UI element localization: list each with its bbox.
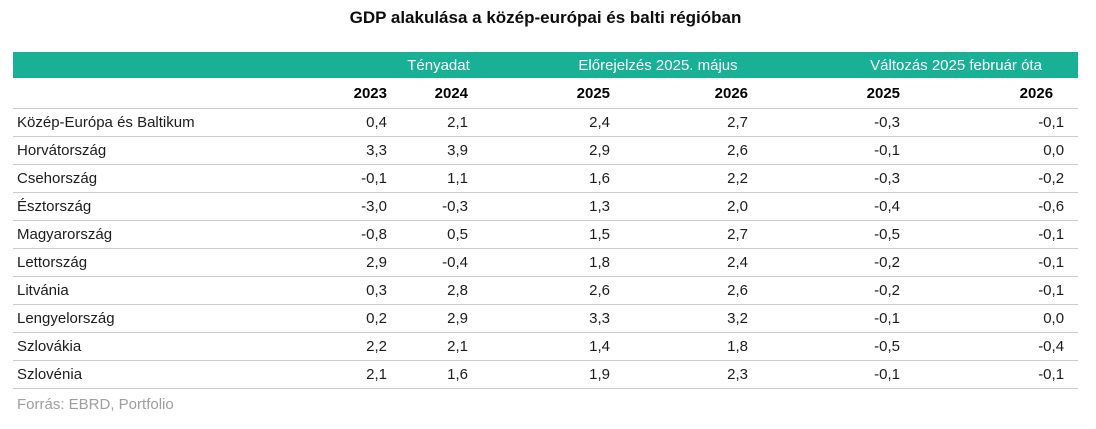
table-row: Lengyelország 0,2 2,9 3,3 3,2 -0,1 0,0: [13, 304, 1079, 333]
value-cell: -0,1: [762, 136, 915, 165]
value-cell: 0,5: [401, 220, 483, 249]
value-cell: 2,0: [624, 192, 763, 221]
value-cell: -0,2: [914, 164, 1079, 193]
region-name: Horvátország: [13, 136, 323, 165]
value-cell: 3,3: [482, 304, 625, 333]
value-cell: 2,9: [323, 248, 401, 277]
value-cell: 2,2: [624, 164, 763, 193]
table-row: Csehország -0,1 1,1 1,6 2,2 -0,3 -0,2: [13, 164, 1079, 193]
region-name: Csehország: [13, 164, 323, 193]
value-cell: 3,9: [401, 136, 483, 165]
value-cell: -0,1: [323, 164, 401, 193]
region-name: Lengyelország: [13, 304, 323, 333]
value-cell: -0,4: [401, 248, 483, 277]
value-cell: -0,3: [401, 192, 483, 221]
value-cell: -0,5: [762, 332, 915, 361]
group-header-forecast: Előrejelzés 2025. május: [482, 52, 763, 78]
value-cell: 2,4: [624, 248, 763, 277]
source-note: Forrás: EBRD, Portfolio: [17, 396, 174, 413]
value-cell: -0,3: [762, 164, 915, 193]
region-name: Magyarország: [13, 220, 323, 249]
value-cell: 1,1: [401, 164, 483, 193]
value-cell: 2,7: [624, 220, 763, 249]
table-row: Közép-Európa és Baltikum 0,4 2,1 2,4 2,7 -0,3…: [13, 108, 1079, 137]
value-cell: -0,1: [914, 108, 1079, 137]
region-name: Észtország: [13, 192, 323, 221]
value-cell: 2,9: [401, 304, 483, 333]
table-row: Lettország 2,9 -0,4 1,8 2,4 -0,2 -0,1: [13, 248, 1079, 277]
year-header-forecast-2025: 2025: [482, 78, 625, 109]
table-row: Szlovénia 2,1 1,6 1,9 2,3 -0,1 -0,1: [13, 360, 1079, 389]
value-cell: 1,5: [482, 220, 625, 249]
value-cell: 2,6: [624, 136, 763, 165]
value-cell: -0,2: [762, 276, 915, 305]
value-cell: -0,3: [762, 108, 915, 137]
value-cell: -0,6: [914, 192, 1079, 221]
year-header-forecast-2026: 2026: [624, 78, 763, 109]
value-cell: -0,4: [762, 192, 915, 221]
value-cell: -0,1: [914, 248, 1079, 277]
year-header-2023: 2023: [323, 78, 401, 109]
value-cell: 1,6: [401, 360, 483, 389]
table-row: Észtország -3,0 -0,3 1,3 2,0 -0,4 -0,6: [13, 192, 1079, 221]
value-cell: -0,2: [762, 248, 915, 277]
value-cell: 1,8: [482, 248, 625, 277]
group-header-change: Változás 2025 február óta: [762, 52, 1079, 78]
region-name: Litvánia: [13, 276, 323, 305]
value-cell: 2,1: [323, 360, 401, 389]
value-cell: -0,1: [762, 360, 915, 389]
year-header-change-2025: 2025: [762, 78, 915, 109]
value-cell: -0,1: [762, 304, 915, 333]
table-row: Szlovákia 2,2 2,1 1,4 1,8 -0,5 -0,4: [13, 332, 1079, 361]
value-cell: 1,6: [482, 164, 625, 193]
value-cell: 2,1: [401, 108, 483, 137]
value-cell: -0,1: [914, 276, 1079, 305]
group-header-actual: Tényadat: [323, 52, 483, 78]
table-body: Közép-Európa és Baltikum 0,4 2,1 2,4 2,7 -0,3…: [13, 108, 1079, 389]
group-header-spacer: [13, 52, 323, 78]
value-cell: 0,0: [914, 136, 1079, 165]
value-cell: 2,8: [401, 276, 483, 305]
page-title: GDP alakulása a közép-európai és balti r…: [349, 8, 742, 27]
value-cell: 2,6: [624, 276, 763, 305]
year-header-change-2026: 2026: [914, 78, 1079, 109]
value-cell: 2,7: [624, 108, 763, 137]
value-cell: 1,9: [482, 360, 625, 389]
value-cell: 1,8: [624, 332, 763, 361]
value-cell: 1,4: [482, 332, 625, 361]
region-name: Szlovákia: [13, 332, 323, 361]
value-cell: -0,1: [914, 360, 1079, 389]
group-header-row: Tényadat Előrejelzés 2025. május Változá…: [13, 52, 1079, 78]
table-row: Magyarország -0,8 0,5 1,5 2,7 -0,5 -0,1: [13, 220, 1079, 249]
value-cell: 0,3: [323, 276, 401, 305]
region-name: Közép-Európa és Baltikum: [13, 108, 323, 137]
gdp-table: Tényadat Előrejelzés 2025. május Változá…: [13, 52, 1079, 389]
value-cell: 3,2: [624, 304, 763, 333]
page: GDP alakulása a közép-európai és balti r…: [0, 8, 1096, 414]
year-header-spacer: [13, 78, 323, 109]
value-cell: 2,3: [624, 360, 763, 389]
value-cell: -0,8: [323, 220, 401, 249]
value-cell: 0,4: [323, 108, 401, 137]
value-cell: -0,4: [914, 332, 1079, 361]
value-cell: -0,1: [914, 220, 1079, 249]
value-cell: -0,5: [762, 220, 915, 249]
value-cell: 0,0: [914, 304, 1079, 333]
value-cell: 2,6: [482, 276, 625, 305]
table-row: Litvánia 0,3 2,8 2,6 2,6 -0,2 -0,1: [13, 276, 1079, 305]
region-name: Szlovénia: [13, 360, 323, 389]
value-cell: 1,3: [482, 192, 625, 221]
value-cell: 3,3: [323, 136, 401, 165]
year-header-2024: 2024: [401, 78, 483, 109]
value-cell: 2,2: [323, 332, 401, 361]
region-name: Lettország: [13, 248, 323, 277]
value-cell: -3,0: [323, 192, 401, 221]
table-row: Horvátország 3,3 3,9 2,9 2,6 -0,1 0,0: [13, 136, 1079, 165]
value-cell: 2,4: [482, 108, 625, 137]
value-cell: 2,1: [401, 332, 483, 361]
value-cell: 0,2: [323, 304, 401, 333]
year-header-row: 2023 2024 2025 2026 2025 2026: [13, 78, 1079, 109]
value-cell: 2,9: [482, 136, 625, 165]
